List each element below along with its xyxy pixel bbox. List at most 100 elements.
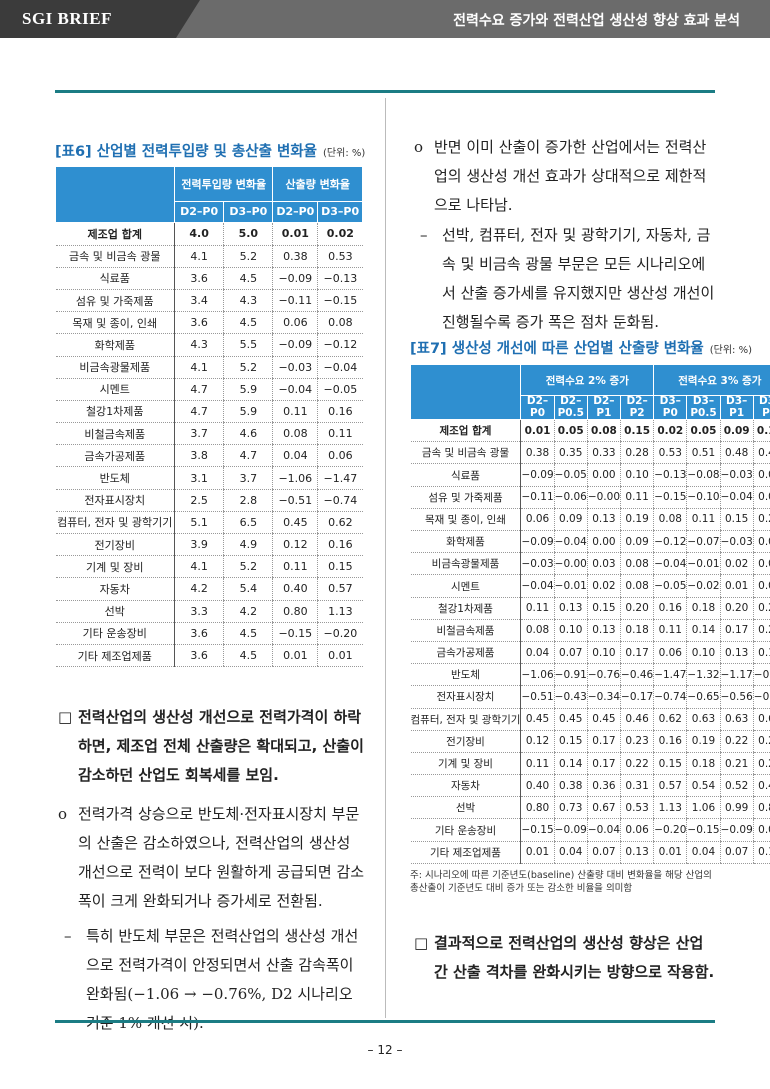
- cell-value: −0.15: [653, 486, 687, 509]
- cell-value: 0.13: [553, 597, 588, 620]
- table-row: 컴퓨터, 전자 및 광학기기 0.45 0.45 0.45 0.46 0.62 0.63 0.…: [410, 708, 770, 731]
- cell-value: 4.1: [173, 356, 224, 379]
- cell-value: 0.11: [317, 422, 363, 446]
- cell-value: 0.07: [553, 641, 588, 665]
- cell-value: 0.67: [586, 796, 621, 820]
- cell-value: 0.11: [620, 486, 654, 509]
- cell-value: 0.16: [317, 400, 363, 424]
- cell-value: 0.47: [752, 774, 770, 798]
- row-label: 비금속광물제품: [55, 356, 175, 379]
- row-label: 금속가공제품: [55, 444, 175, 468]
- row-label: 시멘트: [55, 378, 175, 401]
- table-row: 기타 운송장비 3.6 4.5 −0.15 −0.20: [55, 622, 363, 645]
- cell-value: 0.06: [752, 530, 770, 554]
- cell-value: 0.53: [317, 245, 363, 268]
- row-label: 철강1차제품: [410, 597, 522, 620]
- cell-value: 0.05: [553, 419, 588, 443]
- cell-value: 0.22: [620, 752, 654, 776]
- paragraph: – 특히 반도체 부문은 전력산업의 생산성 개선으로 전력가격이 안정되면서 산…: [64, 922, 368, 1038]
- paragraph-text: 전력산업의 생산성 개선으로 전력가격이 하락하면, 제조업 전체 산출량은 확…: [78, 708, 364, 784]
- header-title: 전력수요 증가와 전력산업 생산성 향상 효과 분석: [453, 13, 740, 29]
- table-note: 주: 시나리오에 따른 기준년도(baseline) 산출량 대비 변화율을 해…: [410, 870, 712, 894]
- cell-value: 0.54: [686, 774, 721, 798]
- cell-value: 0.11: [272, 555, 318, 579]
- table-row: 목재 및 종이, 인쇄 3.6 4.5 0.06 0.08: [55, 311, 363, 335]
- cell-value: 0.36: [586, 774, 621, 798]
- row-label: 기타 운송장비: [55, 622, 175, 645]
- cell-value: −0.05: [553, 463, 588, 487]
- cell-value: 0.63: [719, 708, 754, 731]
- cell-value: 0.08: [272, 422, 318, 446]
- paragraph-text: 결과적으로 전력산업의 생산성 향상은 산업 간 산출 격차를 완화시키는 방향…: [434, 934, 715, 981]
- brand: SGI BRIEF: [22, 9, 112, 28]
- cell-value: 0.53: [620, 796, 654, 820]
- cell-value: −0.09: [272, 267, 318, 290]
- cell-value: −0.09: [520, 463, 555, 487]
- cell-value: 0.07: [586, 841, 621, 864]
- table-row: 자동차 4.2 5.4 0.40 0.57: [55, 577, 363, 601]
- cell-value: 0.15: [586, 597, 621, 620]
- row-label: 기계 및 장비: [55, 555, 175, 579]
- table-row: 선박0.800.730.670.531.131.060.990.85: [410, 796, 770, 820]
- cell-value: −0.56: [719, 685, 754, 709]
- header-row: 전력수요 2% 증가 전력수요 3% 증가: [409, 363, 770, 421]
- table-row: 컴퓨터, 전자 및 광학기기 5.1 6.5 0.45 0.62: [55, 511, 363, 535]
- bullet-marker: o: [58, 805, 68, 823]
- cell-value: 0.11: [653, 619, 687, 642]
- corner-cell: [409, 363, 522, 421]
- cell-value: 2.8: [223, 489, 273, 512]
- cell-value: −0.04: [317, 356, 363, 379]
- paragraph: □ 전력산업의 생산성 개선으로 전력가격이 하락하면, 제조업 전체 산출량은 …: [58, 703, 368, 790]
- cell-value: 4.3: [173, 333, 224, 357]
- cell-value: 0.15: [719, 508, 754, 532]
- table-row: 전기장비 3.9 4.9 0.12 0.16: [55, 533, 363, 557]
- cell-value: 0.01: [317, 644, 363, 668]
- cell-value: −0.04: [653, 552, 687, 576]
- cell-value: −0.86: [752, 663, 770, 687]
- table-row: 화학제품−0.09−0.040.000.09−0.12−0.07−0.030.0…: [410, 530, 770, 554]
- cell-value: −0.00: [586, 486, 621, 509]
- cell-value: 0.21: [719, 752, 754, 776]
- row-label: 섬유 및 가죽제품: [55, 289, 175, 313]
- cell-value: −0.46: [620, 663, 654, 687]
- row-label: 제조업 합계: [410, 419, 522, 443]
- table-row: 제조업 합계0.010.050.080.150.020.050.090.15: [410, 419, 770, 443]
- cell-value: 0.06: [620, 818, 654, 842]
- cell-value: 0.16: [653, 730, 687, 753]
- cell-value: 0.08: [520, 619, 555, 642]
- cell-value: 0.45: [553, 708, 588, 731]
- cell-value: 3.6: [173, 311, 224, 335]
- cell-value: 0.06: [520, 508, 555, 532]
- header-row: D2–P0 D2–P0.5 D2–P1 D2–P2 D3–P0 D3–P0.5 D3–P1 D…: [411, 394, 770, 421]
- column-header: D2–P0: [173, 200, 225, 224]
- cell-value: 0.17: [586, 730, 621, 753]
- row-label: 목재 및 종이, 인쇄: [410, 508, 522, 532]
- table-row: 금속가공제품 3.8 4.7 0.04 0.06: [55, 444, 363, 468]
- row-label: 화학제품: [55, 333, 175, 357]
- cell-value: 0.48: [719, 441, 754, 465]
- cell-value: 0.62: [653, 708, 687, 731]
- table-row: 섬유 및 가죽제품 3.4 4.3 −0.11 −0.15: [55, 289, 363, 313]
- table-row: 반도체 3.1 3.7 −1.06 −1.47: [55, 466, 363, 490]
- row-label: 비철금속제품: [55, 422, 175, 446]
- cell-value: 3.8: [173, 444, 224, 468]
- cell-value: 0.09: [553, 508, 588, 532]
- cell-value: 0.45: [586, 708, 621, 731]
- cell-value: −0.15: [272, 622, 318, 645]
- cell-value: 3.9: [173, 533, 224, 557]
- table-row: 제조업 합계 4.0 5.0 0.01 0.02: [55, 222, 363, 246]
- row-label: 금속 및 비금속 광물: [55, 245, 175, 268]
- cell-value: 0.17: [620, 641, 654, 665]
- paragraph: □ 결과적으로 전력산업의 생산성 향상은 산업 간 산출 격차를 완화시키는 방…: [414, 929, 718, 987]
- cell-value: 4.9: [223, 533, 273, 557]
- table-row: 기타 제조업제품 3.6 4.5 0.01 0.01: [55, 644, 363, 668]
- cell-value: −0.09: [272, 333, 318, 357]
- row-label: 식료품: [410, 463, 522, 487]
- cell-value: 0.16: [317, 533, 363, 557]
- paragraph-text: 반면 이미 산출이 증가한 산업에서는 전력산업의 생산성 개선 효과가 상대적…: [434, 138, 707, 214]
- cell-value: 0.11: [520, 752, 555, 776]
- cell-value: 0.33: [586, 441, 621, 465]
